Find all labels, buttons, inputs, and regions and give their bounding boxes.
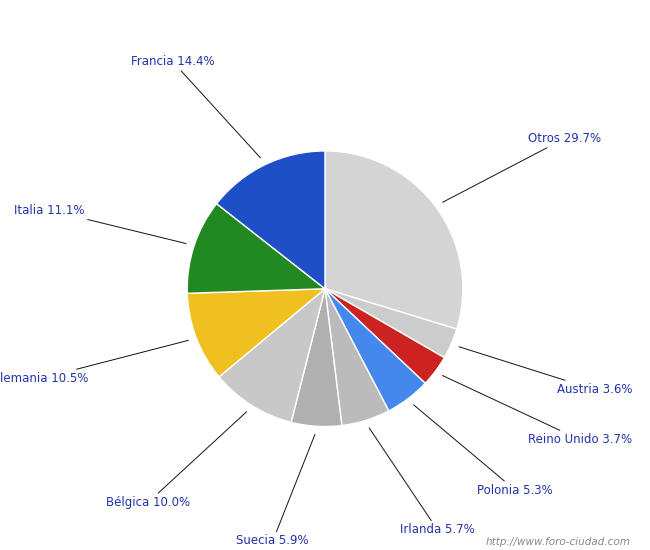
Text: Reino Unido 3.7%: Reino Unido 3.7% <box>443 376 632 446</box>
Text: Irlanda 5.7%: Irlanda 5.7% <box>369 428 475 536</box>
Wedge shape <box>325 289 457 358</box>
Text: Polonia 5.3%: Polonia 5.3% <box>413 405 553 497</box>
Text: Otros 29.7%: Otros 29.7% <box>443 132 601 202</box>
Wedge shape <box>325 289 425 411</box>
Wedge shape <box>187 289 325 377</box>
Wedge shape <box>325 151 463 329</box>
Wedge shape <box>291 289 342 427</box>
Wedge shape <box>187 204 325 293</box>
Text: Pontós - Turistas extranjeros según país - Abril de 2024: Pontós - Turistas extranjeros según país… <box>122 15 528 31</box>
Text: Suecia 5.9%: Suecia 5.9% <box>237 434 315 547</box>
Text: Bélgica 10.0%: Bélgica 10.0% <box>106 412 246 509</box>
Text: Italia 11.1%: Italia 11.1% <box>14 204 186 244</box>
Wedge shape <box>325 289 445 383</box>
Text: Austria 3.6%: Austria 3.6% <box>459 346 632 396</box>
Wedge shape <box>325 289 389 426</box>
Text: Alemania 10.5%: Alemania 10.5% <box>0 340 188 385</box>
Text: Francia 14.4%: Francia 14.4% <box>131 55 261 158</box>
Text: http://www.foro-ciudad.com: http://www.foro-ciudad.com <box>486 537 630 547</box>
Wedge shape <box>216 151 325 289</box>
Wedge shape <box>219 289 325 422</box>
